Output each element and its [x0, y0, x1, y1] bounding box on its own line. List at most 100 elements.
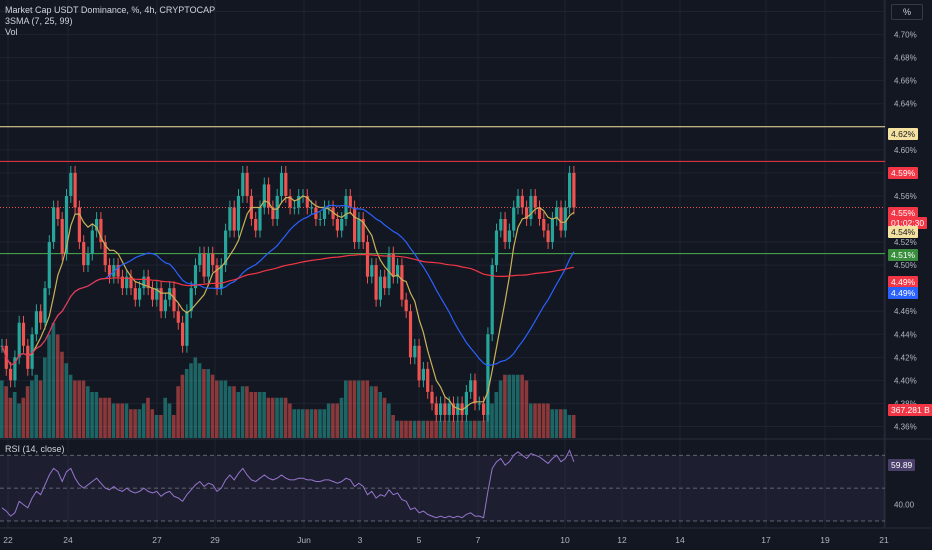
- volume-bar: [124, 403, 129, 438]
- candle-body: [275, 195, 279, 219]
- candle-body: [520, 195, 524, 208]
- volume-bar: [206, 369, 210, 438]
- rsi-tick-label: 40.00: [894, 501, 915, 510]
- candle-body: [507, 230, 511, 243]
- volume-bar: [51, 323, 56, 438]
- volume-bar: [258, 392, 262, 438]
- price-tick-label: 4.56%: [894, 192, 917, 201]
- moving-averages: [1, 195, 575, 411]
- volume-bar: [559, 409, 563, 438]
- candle-body: [550, 219, 554, 243]
- time-tick-label: 17: [761, 535, 771, 545]
- candle-body: [378, 276, 382, 300]
- candle-body: [258, 207, 262, 231]
- volume-bar: [481, 420, 486, 438]
- candle-body: [439, 403, 443, 415]
- volume-bar: [219, 380, 223, 438]
- volume-bar: [395, 420, 400, 438]
- candle-body: [353, 207, 357, 243]
- ma-legend[interactable]: 3SMA (7, 25, 99): [5, 16, 73, 26]
- volume-bar: [43, 357, 47, 438]
- volume-bar: [339, 397, 344, 438]
- candle-body: [150, 288, 155, 300]
- volume-bar: [0, 380, 4, 438]
- sma-99-line: [1, 253, 575, 366]
- volume-bar: [262, 392, 266, 438]
- volume-bar: [167, 403, 172, 438]
- volume-bar: [387, 403, 391, 438]
- candle-body: [443, 403, 447, 415]
- tag-resistance-top: 4.62%: [888, 128, 919, 140]
- tag-price: 4.55%: [888, 207, 919, 219]
- volume-bar: [490, 403, 494, 438]
- volume-bar: [533, 403, 537, 438]
- volume-bar: [90, 392, 94, 438]
- volume-bar: [309, 409, 314, 438]
- candle-body: [563, 207, 567, 231]
- volume-bar: [47, 334, 51, 438]
- volume-bar: [442, 420, 447, 438]
- horizontal-levels: [0, 126, 885, 255]
- candle-body: [13, 357, 17, 381]
- volume-bar: [103, 397, 107, 438]
- volume-bar: [318, 409, 322, 438]
- tag-volume: 367.281 B: [888, 404, 932, 416]
- candle-body: [361, 219, 365, 243]
- candle-body: [232, 207, 236, 231]
- volume-bar: [245, 386, 249, 438]
- candle-body: [116, 265, 120, 277]
- volume-bar: [438, 420, 443, 438]
- volume-bar: [275, 397, 279, 438]
- volume-bar: [60, 351, 64, 438]
- candle-body: [559, 207, 563, 231]
- volume-bar: [305, 409, 309, 438]
- volume-bar: [111, 403, 116, 438]
- volume-bar: [232, 386, 236, 438]
- candle-body: [348, 195, 352, 208]
- volume-bar: [460, 420, 464, 438]
- volume-bar: [55, 334, 60, 438]
- volume-bar: [399, 420, 404, 438]
- tag-rsi: 59.89: [888, 459, 916, 471]
- candle-body: [499, 219, 503, 231]
- candle-body: [447, 403, 451, 415]
- volume-bar: [154, 415, 159, 438]
- rsi-legend[interactable]: RSI (14, close): [5, 444, 65, 454]
- volume-bar: [434, 420, 438, 438]
- candle-body: [262, 184, 266, 208]
- volume-bar: [296, 409, 301, 438]
- candle-body: [271, 207, 275, 219]
- volume-bar: [73, 380, 77, 438]
- candle-body: [39, 311, 43, 323]
- candle-body: [9, 368, 13, 381]
- tag-resistance: 4.59%: [888, 167, 919, 179]
- volume-bar: [107, 397, 112, 438]
- candle-body: [396, 265, 400, 277]
- volume-bar: [447, 420, 451, 438]
- volume-bar: [352, 380, 357, 438]
- price-tick-label: 4.50%: [894, 261, 917, 270]
- chart-title[interactable]: Market Cap USDT Dominance, %, 4h, CRYPTO…: [5, 5, 216, 15]
- volume-bar: [473, 420, 477, 438]
- candle-body: [90, 230, 94, 254]
- candle-body: [267, 184, 271, 208]
- volume-bar: [8, 397, 13, 438]
- candle-body: [60, 219, 64, 254]
- price-tick-label: 4.36%: [894, 422, 917, 431]
- time-axis[interactable]: 22 24 27 29 Jun 3 5 7 10 12 14 17 19 21: [3, 535, 889, 545]
- volume-bar: [240, 386, 245, 438]
- candle-body: [120, 276, 124, 289]
- time-tick-label: 24: [63, 535, 73, 545]
- candle-body: [537, 207, 542, 219]
- candle-body: [327, 207, 331, 209]
- volume-legend[interactable]: Vol: [5, 27, 18, 37]
- volume-bar: [94, 392, 99, 438]
- candle-body: [189, 288, 193, 312]
- candle-body: [215, 265, 219, 289]
- candle-body: [241, 172, 245, 196]
- candle-body: [408, 311, 413, 358]
- unit-selector[interactable]: %: [891, 4, 923, 20]
- candle-body: [43, 288, 47, 323]
- candle-body: [254, 219, 258, 231]
